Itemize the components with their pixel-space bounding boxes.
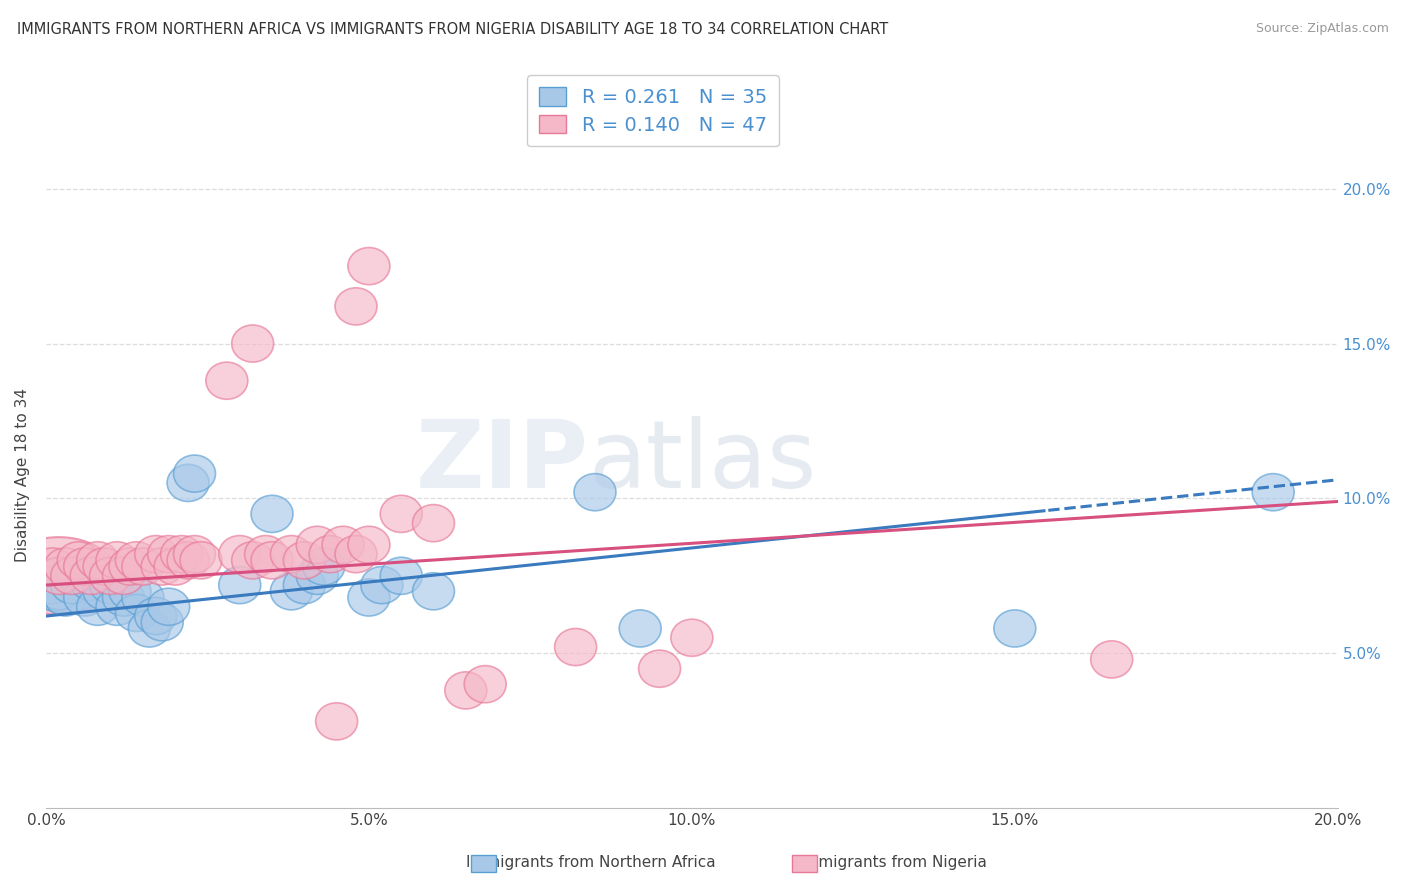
Ellipse shape (444, 672, 486, 709)
Ellipse shape (108, 548, 150, 585)
Ellipse shape (252, 541, 292, 579)
Ellipse shape (994, 610, 1036, 647)
Text: ZIP: ZIP (416, 416, 589, 508)
Ellipse shape (574, 474, 616, 511)
Ellipse shape (245, 535, 287, 573)
Ellipse shape (347, 248, 389, 285)
Ellipse shape (554, 629, 596, 665)
Ellipse shape (141, 604, 183, 640)
Ellipse shape (77, 588, 118, 625)
Ellipse shape (38, 558, 80, 594)
Ellipse shape (1091, 640, 1133, 678)
Ellipse shape (173, 455, 215, 492)
Ellipse shape (412, 505, 454, 541)
Ellipse shape (115, 594, 157, 632)
Ellipse shape (232, 325, 274, 362)
Ellipse shape (380, 558, 422, 594)
Ellipse shape (45, 579, 86, 616)
Ellipse shape (167, 541, 209, 579)
Ellipse shape (108, 573, 150, 610)
Ellipse shape (347, 526, 389, 564)
Ellipse shape (335, 288, 377, 325)
Ellipse shape (141, 548, 183, 585)
Text: IMMIGRANTS FROM NORTHERN AFRICA VS IMMIGRANTS FROM NIGERIA DISABILITY AGE 18 TO : IMMIGRANTS FROM NORTHERN AFRICA VS IMMIG… (17, 22, 889, 37)
Y-axis label: Disability Age 18 to 34: Disability Age 18 to 34 (15, 388, 30, 562)
Ellipse shape (284, 566, 325, 604)
Ellipse shape (155, 548, 197, 585)
Ellipse shape (297, 526, 339, 564)
Ellipse shape (464, 665, 506, 703)
Text: atlas: atlas (589, 416, 817, 508)
Ellipse shape (219, 535, 260, 573)
Ellipse shape (70, 564, 112, 600)
Ellipse shape (96, 588, 138, 625)
Ellipse shape (671, 619, 713, 657)
Ellipse shape (270, 573, 312, 610)
Ellipse shape (122, 548, 165, 585)
Ellipse shape (315, 703, 357, 740)
Ellipse shape (51, 566, 93, 604)
Ellipse shape (219, 566, 260, 604)
Ellipse shape (83, 573, 125, 610)
Ellipse shape (205, 362, 247, 400)
Ellipse shape (31, 566, 73, 604)
Ellipse shape (302, 548, 344, 585)
Ellipse shape (45, 548, 86, 585)
Ellipse shape (361, 566, 404, 604)
Ellipse shape (63, 548, 105, 585)
Ellipse shape (284, 541, 325, 579)
Ellipse shape (167, 465, 209, 501)
Ellipse shape (128, 610, 170, 647)
Ellipse shape (380, 495, 422, 533)
Ellipse shape (347, 579, 389, 616)
Ellipse shape (160, 535, 202, 573)
Ellipse shape (135, 535, 177, 573)
Ellipse shape (309, 535, 352, 573)
Ellipse shape (115, 541, 157, 579)
Ellipse shape (27, 558, 104, 613)
Ellipse shape (31, 548, 73, 585)
Ellipse shape (96, 541, 138, 579)
Ellipse shape (135, 598, 177, 634)
Ellipse shape (173, 535, 215, 573)
Legend: R = 0.261   N = 35, R = 0.140   N = 47: R = 0.261 N = 35, R = 0.140 N = 47 (527, 76, 779, 146)
Ellipse shape (1, 537, 117, 615)
Ellipse shape (148, 535, 190, 573)
Text: Immigrants from Northern Africa: Immigrants from Northern Africa (465, 855, 716, 870)
Ellipse shape (63, 579, 105, 616)
Ellipse shape (58, 558, 100, 594)
Ellipse shape (70, 558, 112, 594)
Ellipse shape (38, 573, 80, 610)
Ellipse shape (619, 610, 661, 647)
Ellipse shape (77, 541, 118, 579)
Ellipse shape (148, 588, 190, 625)
Ellipse shape (412, 573, 454, 610)
Ellipse shape (297, 558, 339, 594)
Ellipse shape (51, 558, 93, 594)
Ellipse shape (90, 558, 132, 594)
Ellipse shape (90, 566, 132, 604)
Ellipse shape (58, 541, 100, 579)
Ellipse shape (103, 579, 145, 616)
Ellipse shape (322, 526, 364, 564)
Ellipse shape (638, 650, 681, 688)
Ellipse shape (232, 541, 274, 579)
Text: Source: ZipAtlas.com: Source: ZipAtlas.com (1256, 22, 1389, 36)
Ellipse shape (270, 535, 312, 573)
Ellipse shape (103, 558, 145, 594)
Ellipse shape (122, 579, 165, 616)
Ellipse shape (335, 535, 377, 573)
Ellipse shape (83, 548, 125, 585)
Ellipse shape (180, 541, 222, 579)
Text: Immigrants from Nigeria: Immigrants from Nigeria (799, 855, 987, 870)
Ellipse shape (1253, 474, 1294, 511)
Ellipse shape (252, 495, 292, 533)
